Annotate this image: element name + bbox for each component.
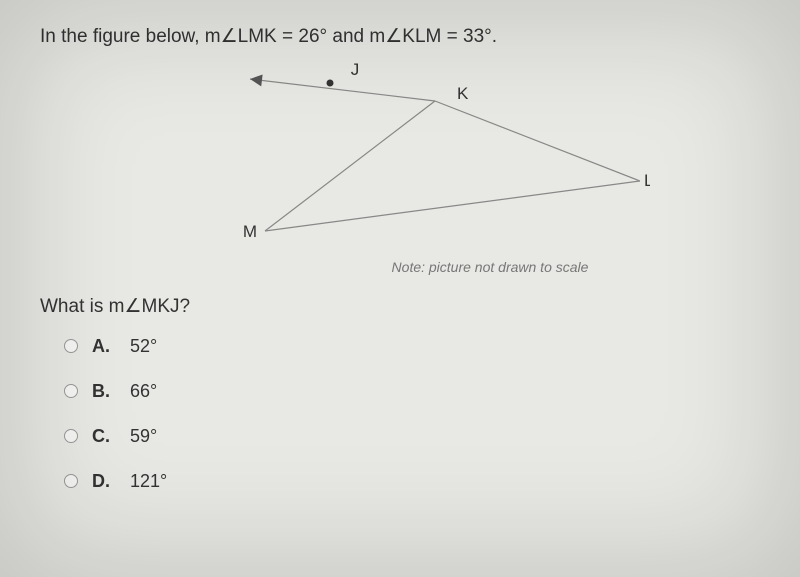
option-c[interactable]: C. 59° [64, 426, 760, 447]
option-value: 121° [130, 471, 167, 492]
svg-text:K: K [457, 84, 469, 103]
angle-symbol [385, 26, 402, 47]
option-value: 66° [130, 381, 157, 402]
angle-symbol [221, 26, 238, 47]
option-a[interactable]: A. 52° [64, 336, 760, 357]
option-d[interactable]: D. 121° [64, 471, 760, 492]
radio-icon [64, 429, 78, 443]
option-b[interactable]: B. 66° [64, 381, 760, 402]
sq-suffix: ? [180, 296, 191, 317]
option-letter: A. [92, 336, 114, 357]
angle-symbol [124, 296, 141, 317]
option-letter: C. [92, 426, 114, 447]
q-angle1-value: 26° [298, 26, 327, 47]
option-letter: D. [92, 471, 114, 492]
q-angle1-name: LMK [238, 26, 277, 47]
svg-text:L: L [644, 171, 650, 190]
radio-icon [64, 339, 78, 353]
radio-icon [64, 384, 78, 398]
sq-prefix: What is m [40, 296, 124, 317]
q-eq2: = [441, 26, 463, 47]
question-prompt: In the figure below, m LMK = 26° and m KLM… [40, 24, 760, 51]
option-value: 59° [130, 426, 157, 447]
options-list: A. 52° B. 66° C. 59° D. 121° [40, 336, 760, 492]
q-eq1: = [277, 26, 299, 47]
radio-icon [64, 474, 78, 488]
q-mid: and m [327, 26, 385, 47]
sq-angle-name: MKJ [142, 296, 180, 317]
geometry-figure: J K L M [150, 61, 650, 251]
q-prefix: In the figure below, m [40, 26, 221, 47]
option-value: 52° [130, 336, 157, 357]
figure-note: Note: picture not drawn to scale [220, 259, 760, 275]
figure-svg: J K L M [150, 61, 650, 251]
q-suffix: . [492, 26, 497, 47]
svg-text:J: J [351, 61, 360, 79]
q-angle2-value: 33° [463, 26, 492, 47]
q-angle2-name: KLM [402, 26, 441, 47]
sub-question: What is m MKJ? [40, 295, 760, 318]
option-letter: B. [92, 381, 114, 402]
svg-text:M: M [243, 222, 257, 241]
